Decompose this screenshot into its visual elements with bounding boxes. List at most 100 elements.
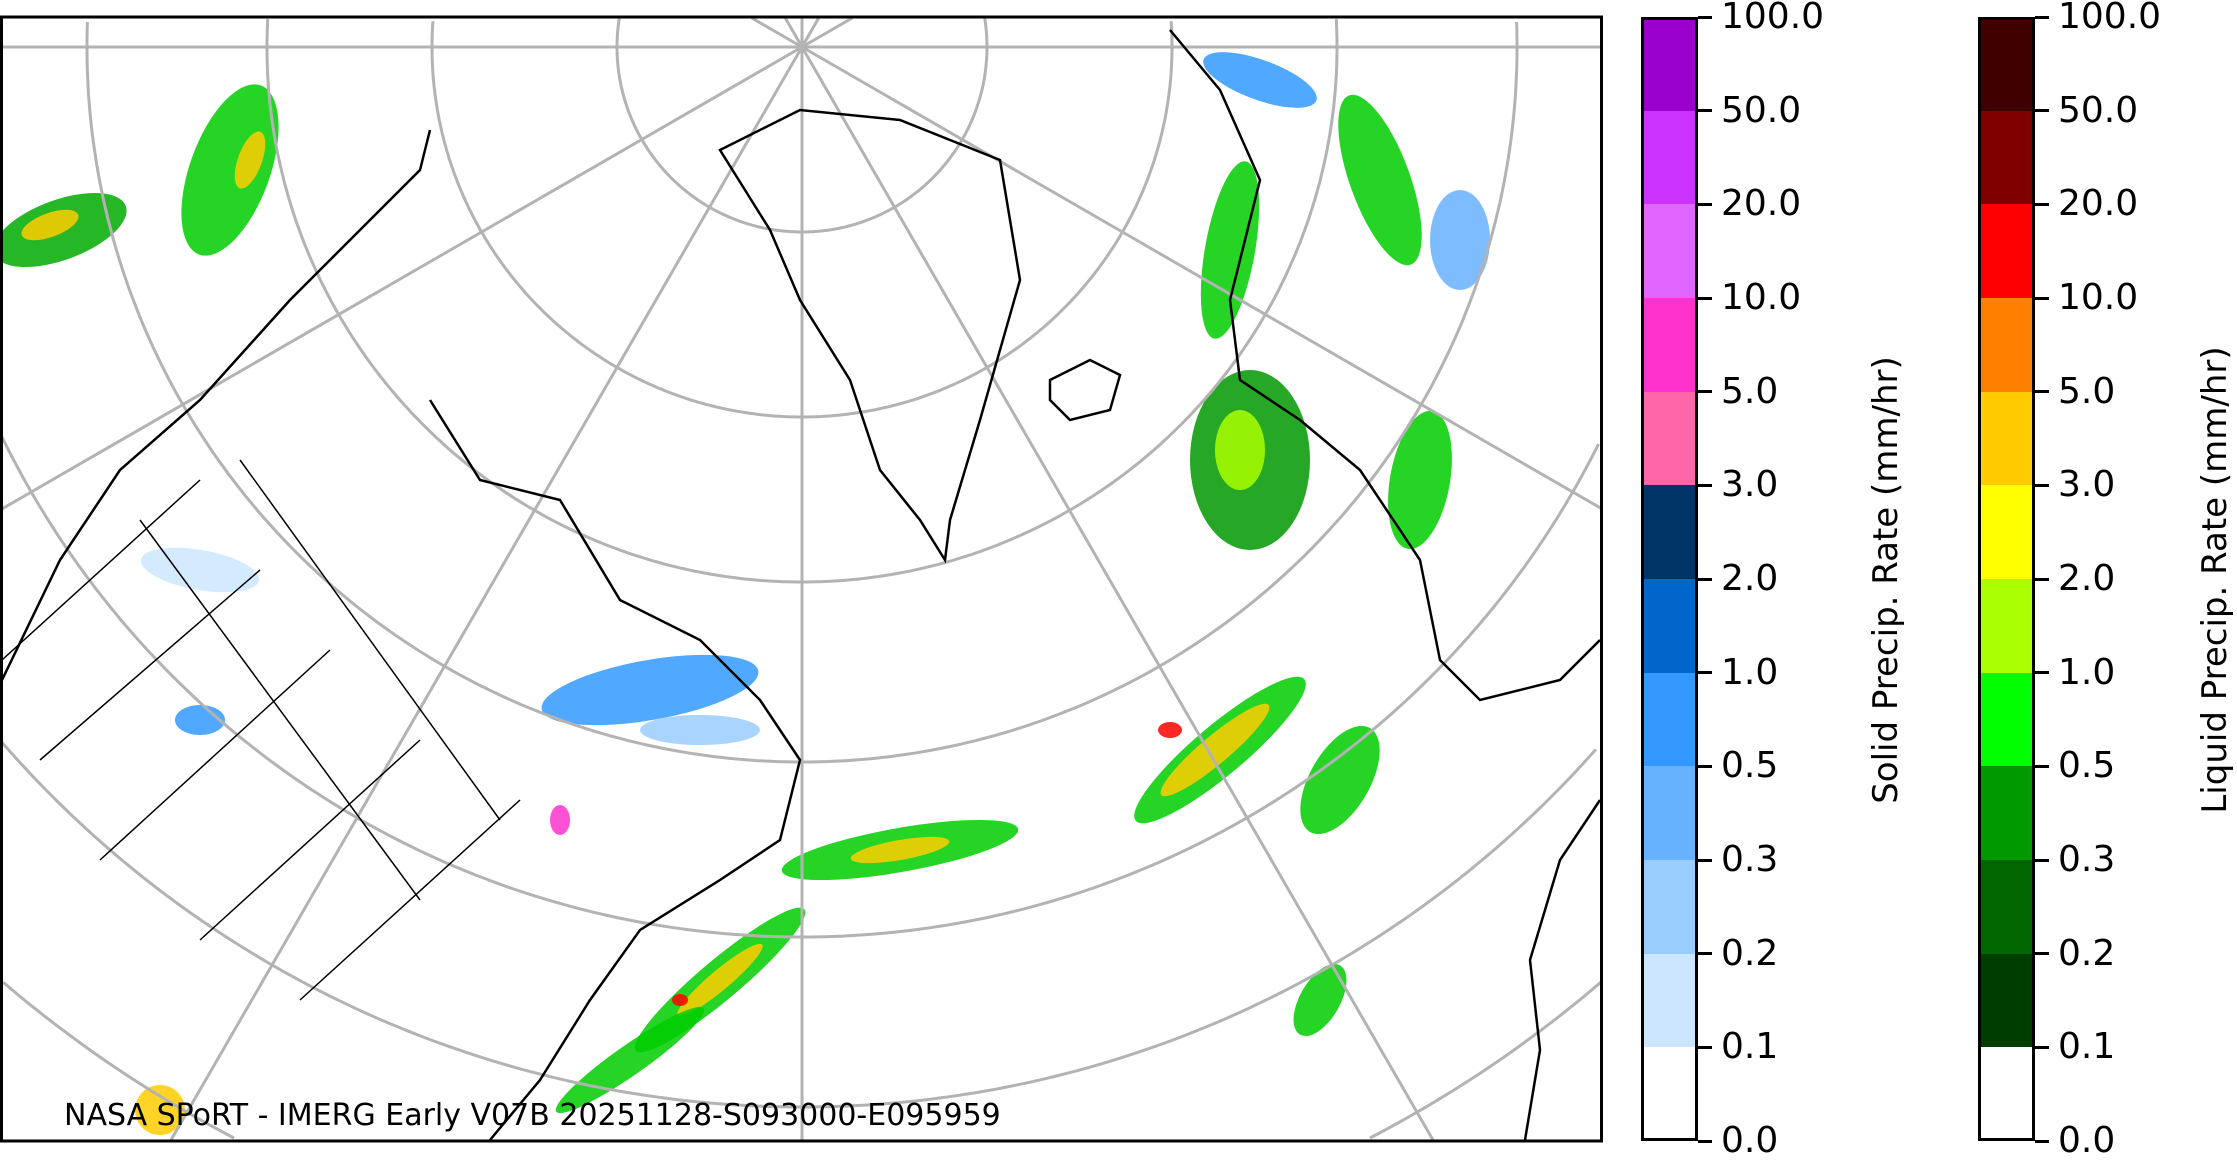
precip-area (677, 943, 763, 1017)
longitude-line (169, 46, 804, 1141)
colorbar-tick-label: 1.0 (2058, 651, 2116, 693)
colorbar-tick (2035, 671, 2049, 675)
precip-area (1388, 410, 1452, 550)
colorbar-segment (1981, 298, 2032, 392)
colorbar-tick (2035, 202, 2049, 206)
colorbar-tick (1698, 296, 1712, 300)
colorbar-tick (2035, 764, 2049, 768)
precip-area (1200, 161, 1260, 339)
colorbar-segment (1981, 579, 2032, 673)
precip-area (1203, 52, 1317, 108)
longitude-line (801, 16, 853, 49)
colorbar-tick-label: 20.0 (2058, 183, 2139, 225)
colorbar-tick (1698, 483, 1712, 487)
colorbar-segment (1644, 860, 1695, 954)
liquid-precip-colorbar (1978, 17, 2035, 1141)
colorbar-tick (1698, 109, 1712, 113)
colorbar-segment (1981, 391, 2032, 486)
map-frame (0, 15, 1603, 1143)
colorbar-segment (1644, 391, 1695, 486)
precip-area (135, 1085, 185, 1135)
colorbar-tick-label: 0.3 (2058, 839, 2116, 880)
colorbar-segment (1981, 953, 2032, 1048)
solid-precip-axis-label: Solid Precip. Rate (mm/hr) (1866, 356, 1906, 804)
colorbar-segment (1981, 1044, 2032, 1138)
north-america-coast (0, 129, 802, 1141)
iceland-outline (1048, 358, 1122, 422)
colorbar-tick-label: 10.0 (2058, 277, 2139, 318)
colorbar-tick (2035, 15, 2049, 19)
precip-area (140, 547, 260, 593)
colorbar-tick (1698, 1139, 1712, 1143)
colorbar-tick-label: 50.0 (2058, 89, 2139, 131)
colorbar-segment (1644, 485, 1695, 579)
colorbar-segment (1644, 110, 1695, 205)
colorbar-tick (1698, 952, 1712, 956)
colorbar-tick-label: 3.0 (1721, 464, 1779, 506)
colorbar-segment (1981, 766, 2032, 860)
precip-area (640, 715, 760, 745)
longitude-line (801, 45, 1602, 510)
product-caption: NASA SPoRT - IMERG Early V07B 20251128-S… (64, 1098, 1001, 1133)
solid-precip-colorbar (1641, 17, 1698, 1141)
precip-area (1160, 703, 1270, 797)
colorbar-tick (2035, 390, 2049, 394)
precip-area (0, 193, 127, 267)
africa-coast (1523, 799, 1602, 1141)
colorbar-tick (2035, 109, 2049, 113)
coastlines (0, 29, 1602, 1141)
colorbar-segment (1981, 672, 2032, 767)
precip-area (1338, 94, 1422, 266)
colorbar-tick-label: 0.0 (1721, 1120, 1779, 1161)
colorbar-tick-label: 0.1 (1721, 1026, 1779, 1068)
precip-area (1293, 963, 1347, 1037)
colorbar-tick (2035, 1045, 2049, 1049)
colorbar-tick-label: 0.5 (1721, 745, 1779, 787)
latitude-circle (265, 18, 1339, 584)
state-borders (1, 459, 521, 1001)
colorbar-tick (2035, 577, 2049, 581)
colorbar-tick-label: 20.0 (1721, 183, 1802, 225)
greenland-outline (718, 108, 1022, 564)
colorbar-tick-label: 0.2 (2058, 932, 2116, 974)
precip-area (672, 994, 688, 1006)
precip-area (1158, 722, 1182, 738)
colorbar-tick-label: 5.0 (2058, 370, 2116, 412)
colorbar-segment (1644, 204, 1695, 298)
colorbar-tick-label: 100.0 (2058, 0, 2162, 37)
colorbar-tick-label: 5.0 (1721, 370, 1779, 412)
latitude-circle (85, 21, 1519, 764)
precip-area (550, 805, 570, 835)
europe-coast (1169, 29, 1601, 702)
latitude-circle (1334, 18, 1339, 47)
colorbar-tick-label: 10.0 (1721, 277, 1802, 318)
precip-area (21, 209, 79, 241)
colorbar-tick-label: 2.0 (2058, 558, 2116, 599)
colorbar-tick-label: 50.0 (1721, 89, 1802, 131)
colorbar-tick (1698, 202, 1712, 206)
colorbar-tick (1698, 577, 1712, 581)
colorbar-tick-label: 100.0 (1721, 0, 1825, 37)
colorbar-segment (1981, 860, 2032, 954)
colorbar-tick (1698, 15, 1712, 19)
colorbar-segment (1981, 20, 2032, 111)
precip-area (234, 131, 266, 189)
colorbar-tick (1698, 671, 1712, 675)
colorbar-segment (1644, 579, 1695, 673)
colorbar-tick (1698, 390, 1712, 394)
colorbar-tick-label: 2.0 (1721, 558, 1779, 599)
colorbar-segment (1981, 110, 2032, 205)
colorbar-segment (1981, 485, 2032, 579)
colorbar-tick (1698, 1045, 1712, 1049)
colorbar-tick-label: 0.3 (1721, 839, 1779, 880)
latitude-circle (1369, 981, 1602, 1140)
colorbar-tick (2035, 296, 2049, 300)
colorbar-segment (1644, 672, 1695, 767)
precip-area (1215, 410, 1265, 490)
precip-area (1430, 190, 1490, 290)
longitude-line (1, 45, 803, 511)
colorbar-tick (2035, 483, 2049, 487)
colorbar-segment (1644, 1044, 1695, 1138)
precip-area (850, 836, 950, 864)
latitude-circle (0, 741, 1598, 1109)
